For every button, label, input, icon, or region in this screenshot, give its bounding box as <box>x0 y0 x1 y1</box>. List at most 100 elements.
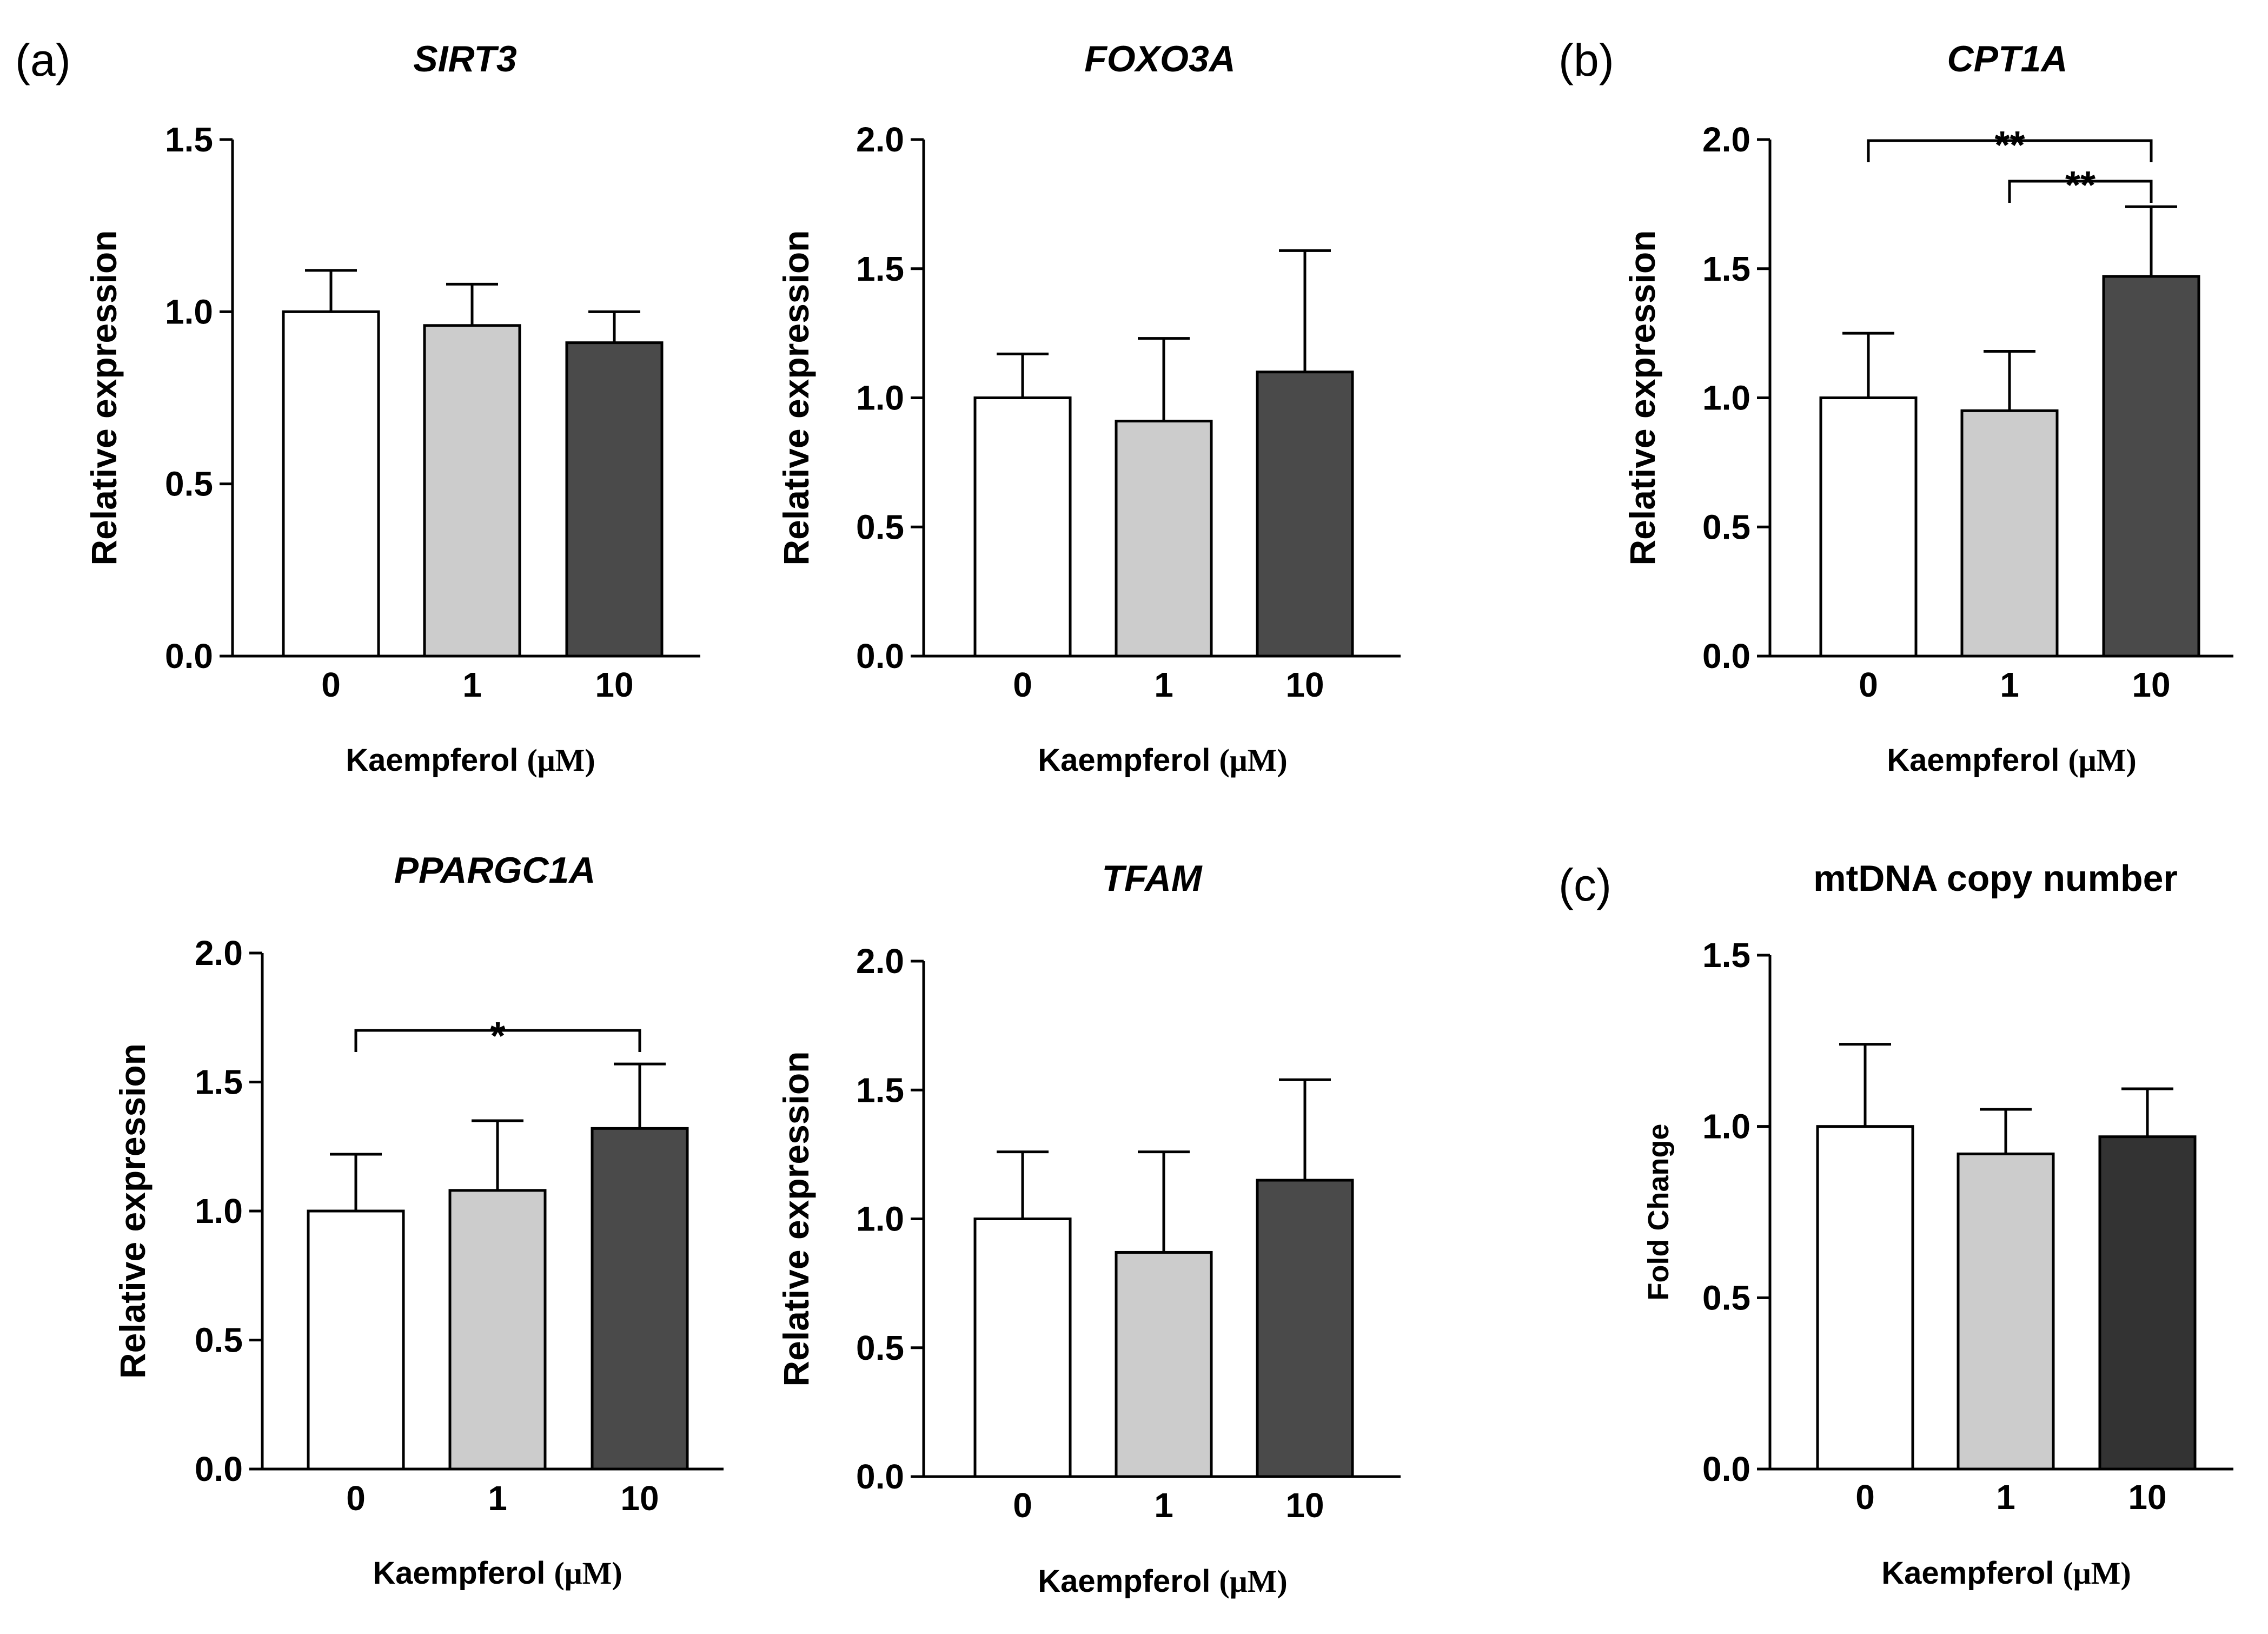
bar-dose-10 <box>1256 1179 1354 1478</box>
x-axis-label: Kaempferol (μM) <box>373 1556 622 1591</box>
panel-label-c: (c) <box>1559 859 1612 910</box>
x-axis-unit: (μM) <box>2068 743 2136 778</box>
chart-title: mtDNA copy number <box>1813 858 2178 899</box>
bar-dose-10 <box>1256 371 1354 658</box>
x-tick-label: 0 <box>321 665 341 704</box>
significance-bracket <box>1867 139 2153 162</box>
x-tick-label: 1 <box>1996 1478 2015 1517</box>
x-tick-label: 1 <box>488 1479 507 1518</box>
x-axis-unit: (μM) <box>2063 1556 2131 1591</box>
y-tick-label: 1.5 <box>195 1063 243 1102</box>
x-tick-label: 10 <box>1285 1486 1324 1525</box>
y-tick-label: 0.0 <box>1702 1450 1750 1489</box>
bar-dose-1 <box>1960 409 2059 658</box>
bar-dose-0 <box>1819 396 1918 658</box>
y-tick-label: 1.0 <box>1702 1107 1750 1146</box>
significance-label: ** <box>2065 164 2095 207</box>
x-tick-label: 0 <box>1859 665 1878 704</box>
y-tick-label: 0.5 <box>1702 1278 1750 1317</box>
y-tick-label: 1.0 <box>856 379 904 418</box>
y-tick-label: 0.0 <box>856 1457 904 1496</box>
bar-dose-10 <box>591 1127 689 1471</box>
x-tick-label: 10 <box>2128 1478 2166 1517</box>
y-tick-label: 1.0 <box>165 292 213 331</box>
x-axis-label: Kaempferol (μM) <box>1038 1564 1287 1599</box>
y-axis-label: Relative expression <box>1622 230 1662 566</box>
x-axis-unit: (μM) <box>554 1556 622 1591</box>
y-axis-label: Fold Change <box>1642 1124 1675 1301</box>
x-tick-label: 1 <box>2000 665 2019 704</box>
y-tick-label: 2.0 <box>1702 120 1750 159</box>
chart-5: TFAM 0.0 0.5 1.0 1.5 2.0 Relative expression 0 1… <box>776 858 1401 1599</box>
y-tick-label: 0.0 <box>195 1450 243 1489</box>
x-tick-label: 10 <box>2132 665 2170 704</box>
chart-title: SIRT3 <box>413 38 517 80</box>
x-axis-label: Kaempferol (μM) <box>1887 743 2136 778</box>
y-tick-label: 1.5 <box>856 1070 904 1109</box>
significance-label: ** <box>1994 124 2025 167</box>
significance-label: * <box>490 1015 505 1058</box>
y-tick-label: 1.5 <box>1702 936 1750 975</box>
y-tick-label: 1.5 <box>1702 249 1750 288</box>
panel-label-b: (b) <box>1559 35 1614 85</box>
x-tick-label: 0 <box>1013 665 1032 704</box>
x-tick-label: 10 <box>620 1479 659 1518</box>
y-tick-label: 0.0 <box>856 637 904 676</box>
chart-6: mtDNA copy number 0.0 0.5 1.0 1.5 Fold Change… <box>1642 858 2233 1591</box>
y-tick-label: 0.5 <box>1702 507 1750 546</box>
significance-bracket <box>354 1029 641 1052</box>
bar-dose-1 <box>1115 419 1213 658</box>
y-tick-label: 2.0 <box>195 934 243 973</box>
y-tick-label: 0.5 <box>165 465 213 504</box>
y-tick-label: 0.0 <box>165 637 213 676</box>
chart-title: CPT1A <box>1947 38 2068 80</box>
x-tick-label: 1 <box>1154 1486 1173 1525</box>
chart-4: PPARGC1A 0.0 0.5 1.0 1.5 2.0 Relative expressi… <box>112 850 724 1591</box>
y-tick-label: 1.0 <box>195 1192 243 1231</box>
y-tick-label: 1.0 <box>1702 379 1750 418</box>
x-tick-label: 1 <box>1154 665 1173 704</box>
chart-1: SIRT3 0.0 0.5 1.0 1.5 Relative expression 0 1 10… <box>84 38 700 778</box>
chart-title: FOXO3A <box>1084 38 1236 80</box>
y-axis-label: Relative expression <box>776 230 816 566</box>
x-axis-label: Kaempferol (μM) <box>1881 1556 2131 1591</box>
y-axis-label: Relative expression <box>776 1051 816 1387</box>
y-tick-label: 0.5 <box>856 1328 904 1367</box>
bar-dose-0 <box>1816 1125 1914 1471</box>
x-tick-label: 10 <box>595 665 633 704</box>
bar-dose-0 <box>973 396 1072 658</box>
bar-dose-10 <box>2098 1135 2197 1471</box>
y-tick-label: 2.0 <box>856 120 904 159</box>
bar-dose-1 <box>1957 1152 2055 1471</box>
chart-title: TFAM <box>1102 858 1202 899</box>
y-tick-label: 1.5 <box>856 249 904 288</box>
bar-dose-1 <box>448 1189 547 1471</box>
bar-dose-10 <box>2102 275 2200 658</box>
x-tick-label: 0 <box>346 1479 366 1518</box>
x-axis-unit: (μM) <box>1219 1564 1287 1599</box>
x-axis-unit: (μM) <box>527 743 595 778</box>
bar-dose-0 <box>973 1218 1072 1478</box>
y-axis-label: Relative expression <box>84 230 124 566</box>
bar-dose-0 <box>307 1209 405 1471</box>
panel-label-a: (a) <box>15 35 71 85</box>
x-axis-unit: (μM) <box>1219 743 1287 778</box>
bar-dose-1 <box>1115 1251 1213 1478</box>
y-tick-label: 0.0 <box>1702 637 1750 676</box>
x-tick-label: 0 <box>1013 1486 1032 1525</box>
y-tick-label: 0.5 <box>856 507 904 546</box>
x-axis-label: Kaempferol (μM) <box>346 743 595 778</box>
x-tick-label: 0 <box>1855 1478 1875 1517</box>
bar-dose-10 <box>565 341 664 658</box>
y-tick-label: 2.0 <box>856 942 904 981</box>
chart-title: PPARGC1A <box>394 850 596 891</box>
y-tick-label: 1.0 <box>856 1200 904 1239</box>
bar-dose-1 <box>423 324 521 658</box>
x-tick-label: 10 <box>1285 665 1324 704</box>
chart-3: CPT1A 0.0 0.5 1.0 1.5 2.0 Relative expression 0… <box>1622 38 2233 778</box>
y-axis-label: Relative expression <box>112 1043 152 1379</box>
bar-dose-0 <box>282 310 380 658</box>
